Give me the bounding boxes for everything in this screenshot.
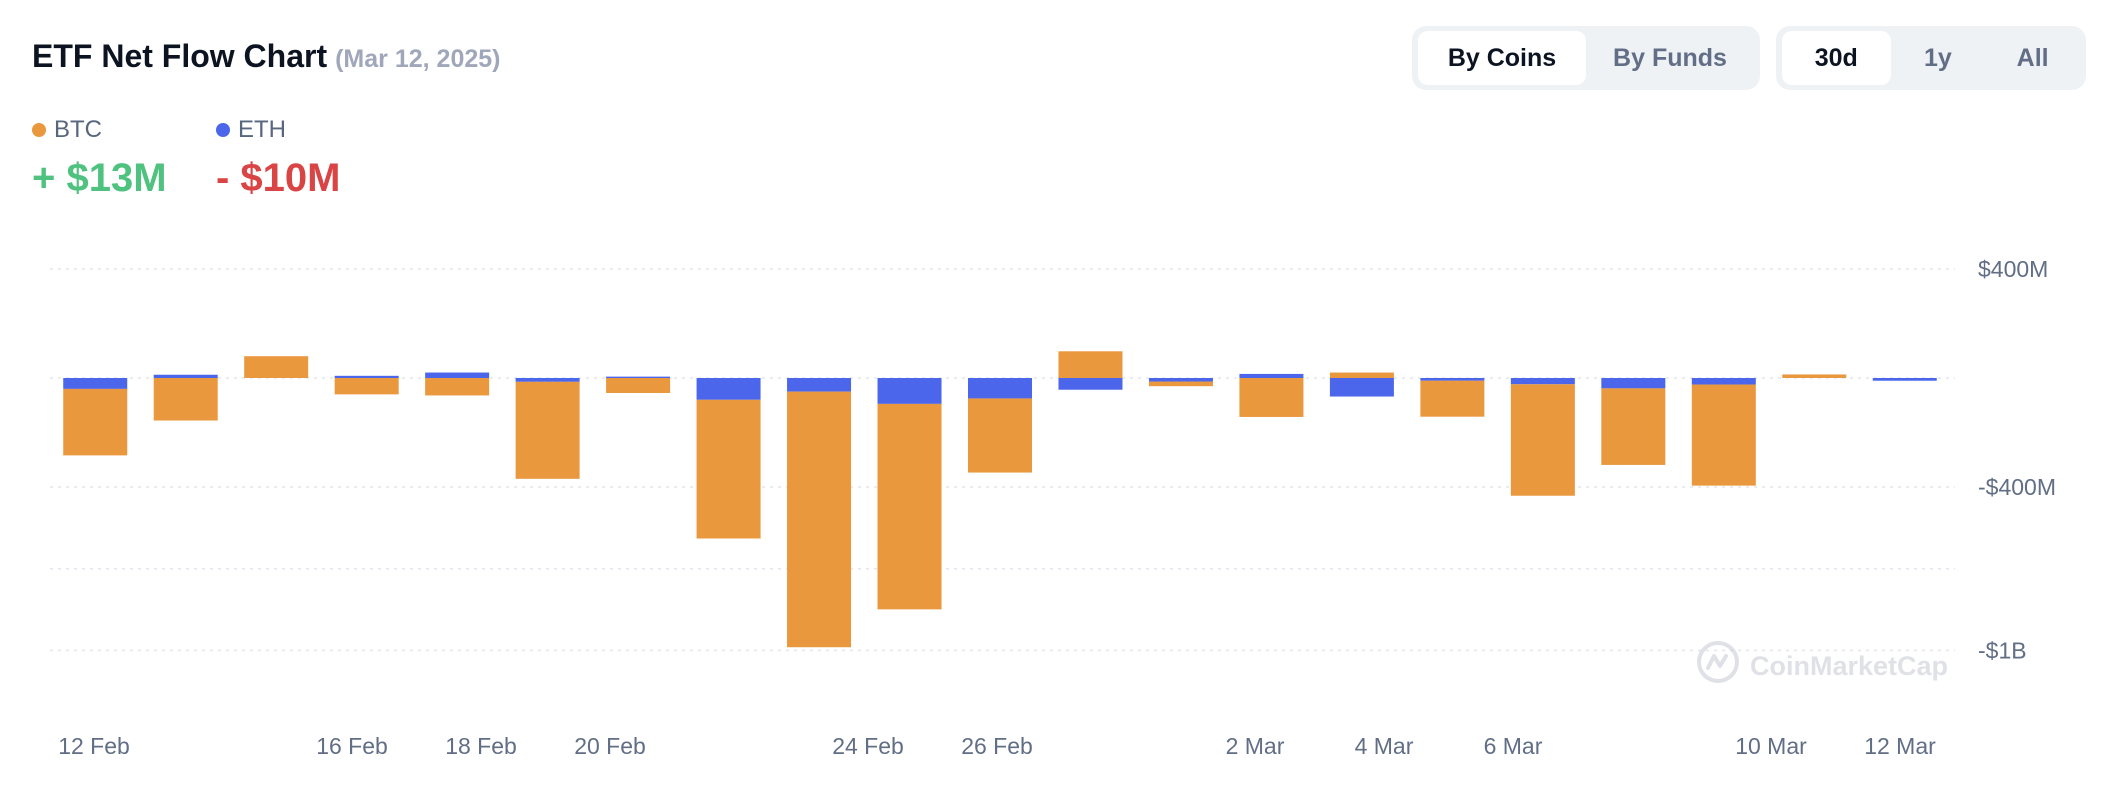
bar-btc-28-feb [1148,381,1213,387]
bars [63,351,1937,648]
bar-eth-12-mar [1872,378,1937,381]
bar-btc-11-mar [1782,374,1847,378]
bar-btc-19-feb [515,381,580,479]
view-toggle: By Coins By Funds [1412,26,1760,90]
x-tick-label: 2 Mar [1226,733,1285,759]
by-funds-button[interactable]: By Funds [1613,43,1727,72]
bar-eth-17-feb [334,375,399,378]
bar-eth-28-feb [1148,378,1213,382]
bar-btc-21-feb [696,399,761,539]
x-tick-label: 12 Mar [1864,733,1936,759]
bar-eth-13-feb [153,374,218,378]
x-tick-label: 4 Mar [1355,733,1414,759]
chart-header: ETF Net Flow Chart (Mar 12, 2025) [32,38,500,75]
bar-eth-4-mar [1329,378,1394,397]
bar-btc-26-feb [968,398,1032,473]
legend-btc-label: BTC [54,116,102,143]
grid-lines [50,268,1955,652]
bar-btc-4-mar [1329,372,1394,378]
bar-eth-24-feb [787,378,852,392]
bar-eth-10-mar [1691,378,1756,385]
bar-eth-6-mar [1510,378,1575,385]
bar-btc-18-feb [425,378,490,396]
legend-btc[interactable]: BTC + $13M [32,114,167,201]
bar-eth-20-feb [606,376,671,379]
bar-eth-27-feb [1058,378,1123,390]
x-tick-label: 18 Feb [445,733,517,759]
range-30d-button[interactable]: 30d [1782,31,1891,85]
legend-btc-value: + $13M [32,156,167,200]
bar-eth-26-feb [968,378,1032,399]
bar-btc-12-feb [63,388,128,456]
legend-eth-label: ETH [238,116,286,143]
chart-title: ETF Net Flow Chart [32,38,328,74]
bar-btc-10-mar [1691,384,1756,486]
bar-eth-3-mar [1239,373,1304,378]
x-axis: 12 Feb 16 Feb 18 Feb 20 Feb 24 Feb 26 Feb 2 Ma… [58,733,1936,759]
chart-date: (Mar 12, 2025) [335,45,501,73]
btc-dot-icon [32,123,46,137]
bar-btc-13-feb [153,378,218,421]
bar-btc-27-feb [1058,351,1123,378]
bar-eth-7-mar [1601,378,1666,389]
bar-btc-3-mar [1239,378,1304,417]
bar-eth-19-feb [515,378,580,382]
range-all-button[interactable]: All [2016,43,2049,72]
bar-btc-7-mar [1601,388,1666,465]
bar-btc-14-feb [244,356,309,378]
bar-btc-6-mar [1510,384,1575,496]
y-tick-label: -$400M [1978,474,2056,500]
bar-eth-25-feb [877,378,942,404]
x-tick-label: 12 Feb [58,733,130,759]
eth-dot-icon [216,123,230,137]
bar-eth-21-feb [696,378,761,400]
x-tick-label: 26 Feb [961,733,1033,759]
x-tick-label: 6 Mar [1484,733,1543,759]
coinmarketcap-logo-icon [1697,641,1739,683]
watermark-text: CoinMarketCap [1750,651,1948,681]
bar-btc-20-feb [606,378,671,393]
bar-eth-5-mar [1420,378,1485,381]
x-tick-label: 20 Feb [574,733,646,759]
bar-eth-18-feb [425,372,490,378]
range-1y-button[interactable]: 1y [1924,43,1952,72]
bar-eth-12-feb [63,378,128,389]
watermark: CoinMarketCap [1697,641,1948,683]
bar-btc-5-mar [1420,380,1485,417]
by-coins-button[interactable]: By Coins [1418,31,1586,85]
legend-eth-value: - $10M [216,156,341,200]
y-axis: $400M -$400M -$1B [1978,256,2056,664]
x-tick-label: 24 Feb [832,733,904,759]
y-tick-label: $400M [1978,256,2048,282]
bar-btc-24-feb [787,391,852,648]
x-tick-label: 16 Feb [316,733,388,759]
range-toggle: 30d 1y All [1776,26,2086,90]
bar-btc-17-feb [334,378,399,395]
y-tick-label: -$1B [1978,638,2027,664]
legend-eth[interactable]: ETH - $10M [216,114,341,201]
bar-btc-25-feb [877,403,942,610]
x-tick-label: 10 Mar [1735,733,1807,759]
